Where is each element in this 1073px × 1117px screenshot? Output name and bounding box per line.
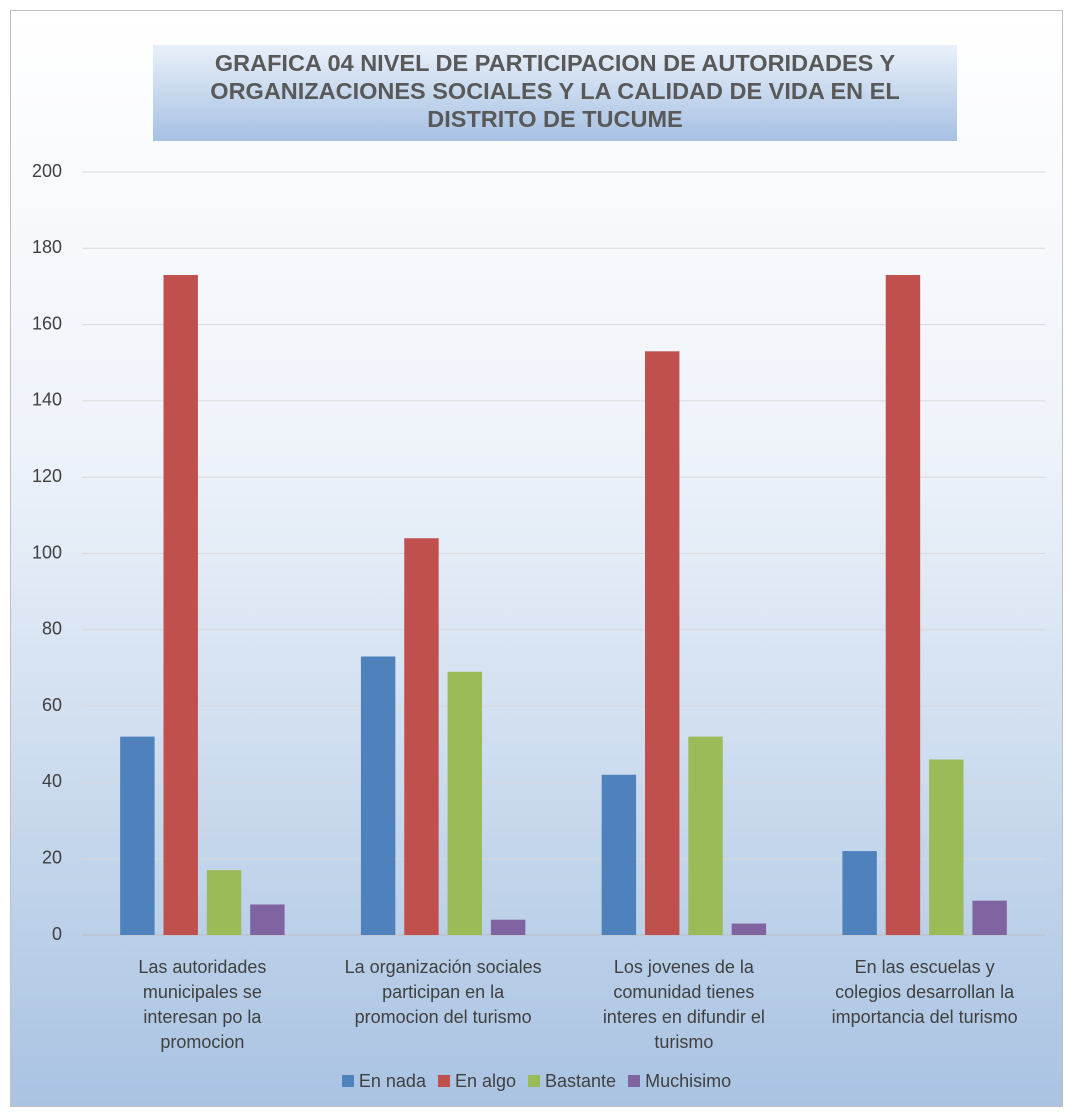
bar xyxy=(601,774,637,935)
y-tick-label: 0 xyxy=(52,924,62,944)
bar xyxy=(644,351,680,935)
bar xyxy=(885,275,921,935)
y-tick-label: 40 xyxy=(42,771,62,791)
legend-swatch xyxy=(528,1075,541,1087)
y-tick-label: 20 xyxy=(42,847,62,867)
bar xyxy=(120,736,155,935)
bar xyxy=(250,904,285,935)
bar xyxy=(972,900,1007,935)
bar xyxy=(929,759,964,935)
x-tick-label: Los jovenes de la comunidad tienes inter… xyxy=(602,957,765,1052)
bar xyxy=(842,851,877,935)
y-tick-label: 180 xyxy=(32,237,62,257)
legend-swatch xyxy=(628,1075,641,1087)
y-tick-label: 100 xyxy=(32,542,62,562)
legend-swatch xyxy=(437,1075,450,1087)
bar xyxy=(688,736,723,935)
y-tick-label: 140 xyxy=(32,390,62,410)
legend: En nada En algo Bastante Muchisimo xyxy=(0,1071,1073,1092)
x-tick-label: En las escuelas y colegios desarrollan l… xyxy=(831,957,1018,1027)
legend-swatch xyxy=(341,1075,354,1087)
bar xyxy=(447,671,483,935)
legend-item: Muchisimo xyxy=(628,1071,731,1092)
legend-label: Bastante xyxy=(545,1071,617,1091)
legend-label: Muchisimo xyxy=(645,1071,732,1091)
x-tick-label: La organización sociales participan en l… xyxy=(344,957,542,1027)
bar xyxy=(360,656,396,935)
bar xyxy=(490,919,526,935)
legend-label: En nada xyxy=(358,1071,426,1091)
chart-title: GRAFICA 04 NIVEL DE PARTICIPACION DE AUT… xyxy=(210,50,900,132)
bar xyxy=(163,275,198,935)
bar xyxy=(206,870,242,935)
y-tick-label: 160 xyxy=(32,313,62,333)
y-tick-label: 60 xyxy=(42,695,62,715)
y-tick-label: 80 xyxy=(42,619,62,639)
bar xyxy=(404,538,439,935)
legend-item: En nada xyxy=(341,1071,426,1092)
x-tick-label: Las autoridades municipales se interesan… xyxy=(138,957,267,1052)
legend-label: En algo xyxy=(454,1071,517,1091)
bar xyxy=(731,923,767,935)
legend-item: Bastante xyxy=(528,1071,616,1092)
y-tick-label: 120 xyxy=(32,466,62,486)
title-box: GRAFICA 04 NIVEL DE PARTICIPACION DE AUT… xyxy=(153,45,957,141)
y-tick-label: 200 xyxy=(32,161,62,181)
legend-item: En algo xyxy=(437,1071,517,1092)
